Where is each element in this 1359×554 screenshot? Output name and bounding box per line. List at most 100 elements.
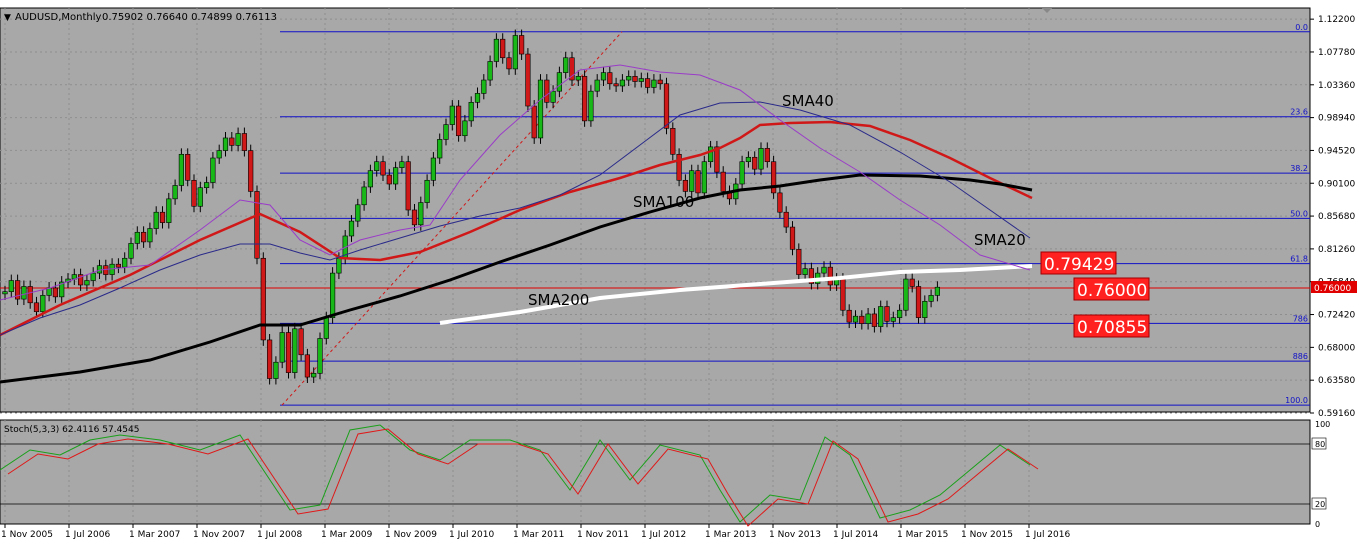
candle (682, 174, 688, 198)
stochastic-label: Stoch(5,3,3) 62.4116 57.4545 (4, 425, 139, 435)
price-tick-label: 0.98940 (1318, 114, 1355, 124)
candle (632, 70, 638, 88)
candle (657, 74, 663, 90)
stochastic-tick: 80 (1311, 437, 1327, 450)
candle (134, 226, 140, 250)
candle (178, 148, 185, 192)
time-tick-label: 1 Mar 2007 (129, 530, 180, 540)
candle (348, 215, 355, 242)
candle (878, 300, 884, 333)
candle (764, 142, 770, 168)
candle (147, 222, 153, 248)
candle (676, 148, 682, 187)
stochastic-plot-area[interactable] (0, 419, 1311, 525)
stochastic-main-line (0, 424, 1031, 523)
candle (802, 262, 808, 281)
candle (745, 151, 751, 168)
candle (884, 300, 890, 328)
time-tick-label: 1 Mar 2013 (705, 530, 756, 540)
chart-shift-marker-icon[interactable] (1042, 8, 1052, 13)
candle (367, 164, 374, 193)
candle (607, 66, 613, 90)
candle (392, 161, 399, 190)
candle (821, 261, 827, 280)
stochastic-tick: 0 (1315, 520, 1320, 529)
price-callout-1: 0.79429 (1040, 251, 1117, 275)
candle (115, 258, 121, 274)
time-tick-label: 1 Nov 2013 (769, 530, 821, 540)
price-tick-label: 0.90100 (1318, 179, 1355, 189)
time-tick-label: 1 Jul 2014 (833, 530, 878, 540)
candle (468, 96, 474, 127)
candle (15, 274, 21, 306)
sma100-annotation: SMA100 (633, 193, 694, 211)
candle (21, 280, 27, 306)
price-tick-label: 1.03360 (1318, 81, 1355, 91)
candle (569, 51, 575, 86)
candle (455, 100, 462, 142)
candle (443, 118, 449, 146)
candle (695, 164, 701, 199)
candle (266, 333, 273, 385)
candle (544, 74, 550, 109)
candle (298, 322, 304, 361)
price-tick-label: 1.07780 (1318, 48, 1355, 58)
candle (651, 74, 657, 94)
candle (2, 285, 8, 300)
candle (285, 326, 292, 379)
time-tick-label: 1 Jul 2012 (641, 530, 686, 540)
candle (474, 87, 481, 109)
sma20-line (0, 64, 1031, 301)
candle (563, 51, 569, 79)
candle (292, 322, 298, 379)
price-tick-label: 0.81260 (1318, 245, 1355, 255)
fib-level-label: 38.2 (1290, 164, 1308, 173)
candle (191, 174, 197, 213)
candle (380, 155, 386, 182)
fib-level-label: 50.0 (1290, 209, 1308, 218)
candle (783, 206, 789, 234)
candle (462, 114, 468, 142)
dropdown-arrow-icon[interactable]: ▼ (4, 13, 11, 23)
time-tick-label: 1 Mar 2015 (897, 530, 948, 540)
candle (128, 237, 134, 265)
sma200-annotation: SMA200 (528, 291, 589, 309)
candle (506, 51, 512, 75)
time-tick-label: 1 Mar 2011 (513, 530, 564, 540)
candle (770, 155, 777, 199)
time-tick-label: 1 Nov 2009 (385, 530, 437, 540)
stochastic-tick-label: 20 (1315, 500, 1325, 509)
price-tick-label: 0.94520 (1318, 146, 1355, 156)
candle (758, 142, 764, 176)
sma40-annotation: SMA40 (782, 92, 834, 110)
price-axis[interactable]: 1.12200 1.07780 1.03360 0.98940 0.94520 0.901… (1310, 15, 1355, 419)
candle (355, 198, 361, 228)
candle (581, 70, 588, 127)
price-tick-label: 0.63580 (1318, 376, 1355, 386)
candle (424, 174, 430, 209)
candle (59, 276, 65, 303)
candle (852, 310, 859, 329)
price-callout-1-text: 0.79429 (1044, 255, 1114, 275)
candle (525, 48, 531, 112)
price-tick-label: 0.85680 (1318, 212, 1355, 222)
fib-anchor-line (281, 31, 623, 406)
candle (626, 70, 632, 86)
candle (594, 74, 600, 98)
stochastic-tick-label: 0 (1315, 520, 1320, 529)
candle (890, 311, 896, 328)
candle (386, 169, 392, 190)
stochastic-lines (0, 424, 1310, 527)
time-tick-label: 1 Nov 2005 (1, 530, 53, 540)
candle (600, 66, 607, 86)
candle (222, 132, 229, 157)
candle (210, 152, 216, 189)
candle (638, 72, 644, 88)
time-axis[interactable]: 1 Nov 2005 1 Jul 2006 1 Mar 2007 1 Nov 2007… (1, 524, 1070, 540)
candle (909, 273, 915, 293)
time-tick-label: 1 Nov 2007 (193, 530, 245, 540)
candle (518, 29, 525, 60)
candle (248, 144, 254, 198)
